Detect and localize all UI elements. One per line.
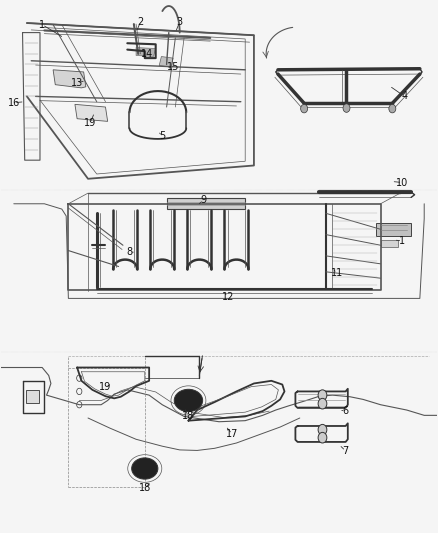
Polygon shape [166, 198, 245, 209]
Text: 2: 2 [137, 17, 144, 27]
Text: 14: 14 [141, 49, 153, 59]
Circle shape [318, 432, 327, 443]
Text: 19: 19 [84, 118, 96, 128]
Text: 19: 19 [99, 382, 112, 392]
Text: 17: 17 [226, 429, 238, 439]
Polygon shape [376, 223, 411, 236]
Polygon shape [75, 104, 108, 122]
Text: 3: 3 [177, 17, 183, 27]
Text: 18: 18 [139, 483, 151, 493]
Text: 18: 18 [182, 411, 194, 422]
Text: 15: 15 [167, 62, 179, 72]
Circle shape [343, 104, 350, 112]
Text: 5: 5 [159, 131, 166, 141]
Circle shape [389, 104, 396, 113]
Text: 6: 6 [343, 406, 349, 416]
Text: 8: 8 [127, 247, 133, 257]
Circle shape [318, 390, 327, 400]
Polygon shape [381, 240, 398, 247]
Text: 16: 16 [8, 98, 20, 108]
Text: 9: 9 [201, 195, 207, 205]
Circle shape [318, 398, 327, 409]
Polygon shape [159, 56, 173, 67]
Text: 4: 4 [402, 91, 408, 101]
Text: 13: 13 [71, 78, 83, 88]
Bar [25, 390, 39, 403]
Circle shape [318, 424, 327, 435]
Circle shape [300, 104, 307, 113]
Ellipse shape [132, 458, 158, 479]
Text: 11: 11 [331, 269, 343, 278]
Polygon shape [136, 47, 155, 56]
Text: 1: 1 [399, 236, 406, 246]
Text: 1: 1 [39, 20, 45, 30]
Ellipse shape [174, 389, 203, 411]
Text: 12: 12 [222, 292, 234, 302]
Text: 10: 10 [396, 177, 409, 188]
Text: 7: 7 [343, 446, 349, 456]
Polygon shape [53, 70, 86, 88]
